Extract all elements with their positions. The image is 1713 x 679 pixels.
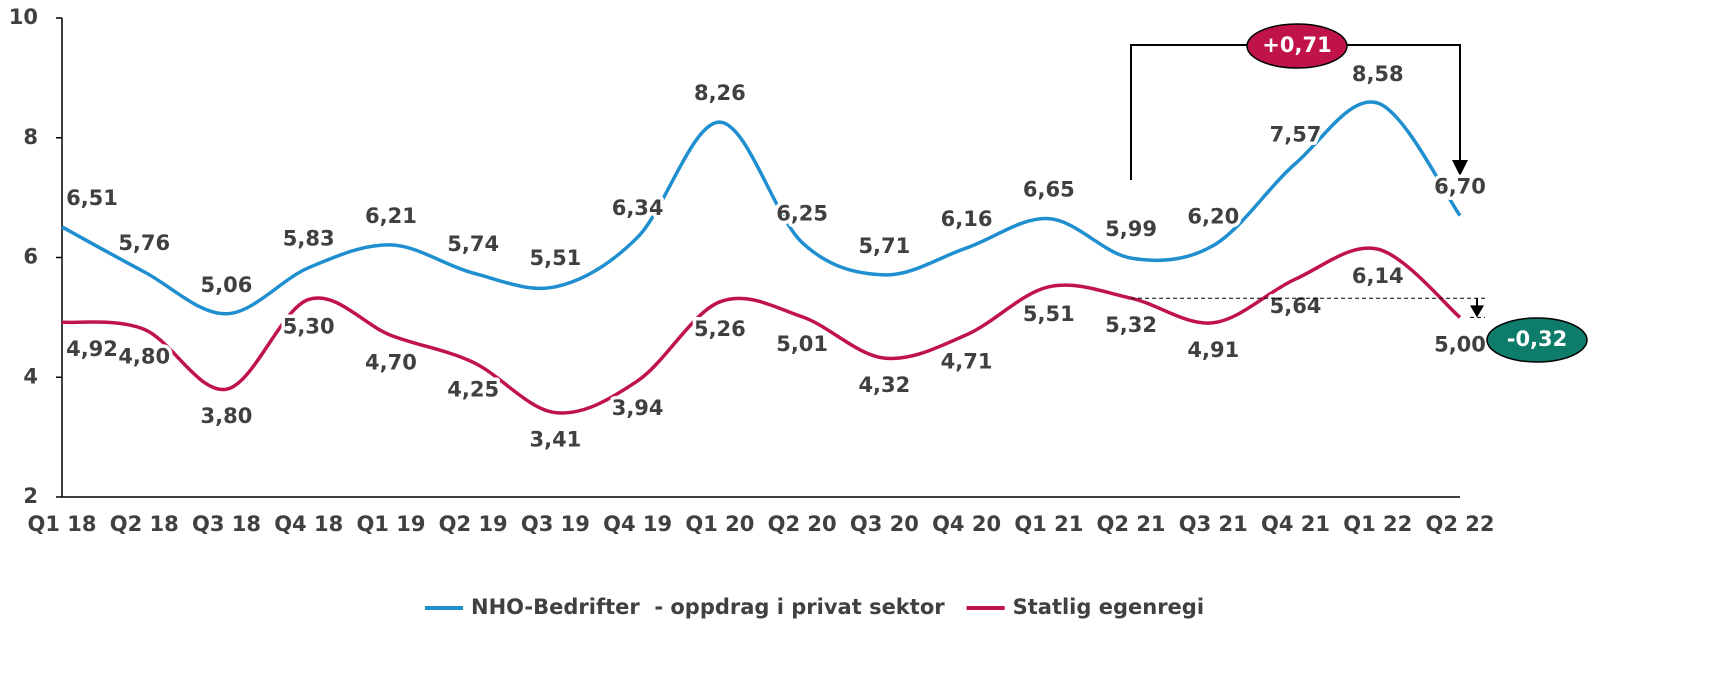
data-label: 6,34 <box>612 196 664 220</box>
data-label: 5,30 <box>283 314 335 338</box>
data-label: 5,06 <box>201 273 253 297</box>
data-label: 8,26 <box>694 81 746 105</box>
data-label: 5,71 <box>858 234 910 258</box>
data-label: 5,00 <box>1434 332 1486 356</box>
data-label: 4,70 <box>365 350 417 374</box>
y-tick-label: 10 <box>9 5 38 29</box>
data-label: 6,14 <box>1352 264 1404 288</box>
x-tick-label: Q1 20 <box>685 512 754 536</box>
data-label: 8,58 <box>1352 62 1404 86</box>
data-label: 3,94 <box>612 396 664 420</box>
data-label: 6,21 <box>365 204 417 228</box>
data-label: 5,83 <box>283 227 335 251</box>
y-tick-label: 4 <box>23 364 38 388</box>
data-label: 5,99 <box>1105 217 1157 241</box>
annotation-badge <box>1246 23 1348 69</box>
x-tick-label: Q1 18 <box>28 512 97 536</box>
x-tick-label: Q2 18 <box>110 512 179 536</box>
x-tick-label: Q2 19 <box>439 512 508 536</box>
x-tick-label: Q4 21 <box>1261 512 1330 536</box>
data-label: 6,65 <box>1023 178 1075 202</box>
y-tick-label: 2 <box>23 484 38 508</box>
x-tick-label: Q3 18 <box>192 512 261 536</box>
data-label: 4,32 <box>858 373 910 397</box>
x-tick-label: Q1 19 <box>356 512 425 536</box>
legend-label: Statlig egenregi <box>1013 595 1204 619</box>
x-tick-label: Q1 21 <box>1014 512 1083 536</box>
data-label: 7,57 <box>1270 122 1322 146</box>
data-label: 5,74 <box>447 232 499 256</box>
data-label: 6,25 <box>776 202 828 226</box>
series-line <box>61 246 1462 415</box>
x-tick-label: Q4 19 <box>603 512 672 536</box>
data-label: 5,01 <box>776 332 828 356</box>
x-tick-label: Q3 20 <box>850 512 919 536</box>
annotation-badge <box>1486 317 1588 363</box>
data-label: 3,41 <box>529 428 581 452</box>
data-label: 6,20 <box>1187 205 1239 229</box>
series-line <box>61 100 1462 316</box>
arrow-head <box>1452 160 1468 176</box>
data-label: 3,80 <box>201 404 253 428</box>
x-tick-label: Q1 22 <box>1343 512 1412 536</box>
data-label: 4,25 <box>447 377 499 401</box>
data-label: 5,76 <box>118 231 170 255</box>
legend-label: NHO-Bedrifter - oppdrag i privat sektor <box>471 595 945 619</box>
x-tick-label: Q4 20 <box>932 512 1001 536</box>
y-tick-label: 6 <box>23 245 38 269</box>
data-label: 5,51 <box>529 246 581 270</box>
arrow-head <box>1470 305 1484 318</box>
x-tick-label: Q3 21 <box>1179 512 1248 536</box>
x-tick-label: Q2 22 <box>1426 512 1495 536</box>
data-label: 6,70 <box>1434 175 1486 199</box>
data-label: 5,26 <box>694 317 746 341</box>
x-tick-label: Q3 19 <box>521 512 590 536</box>
data-label: 4,92 <box>66 337 118 361</box>
x-tick-label: Q2 21 <box>1097 512 1166 536</box>
data-label: 5,51 <box>1023 302 1075 326</box>
data-label: 6,51 <box>66 186 118 210</box>
data-label: 4,91 <box>1187 338 1239 362</box>
annotation-text: +0,71 <box>1262 33 1331 57</box>
data-label: 4,80 <box>118 344 170 368</box>
data-label: 5,32 <box>1105 313 1157 337</box>
annotation-text: -0,32 <box>1507 327 1568 351</box>
x-tick-label: Q2 20 <box>768 512 837 536</box>
data-label: 5,64 <box>1270 294 1322 318</box>
data-label: 4,71 <box>941 350 993 374</box>
x-tick-label: Q4 18 <box>274 512 343 536</box>
data-label: 6,16 <box>941 207 993 231</box>
y-tick-label: 8 <box>23 125 38 149</box>
